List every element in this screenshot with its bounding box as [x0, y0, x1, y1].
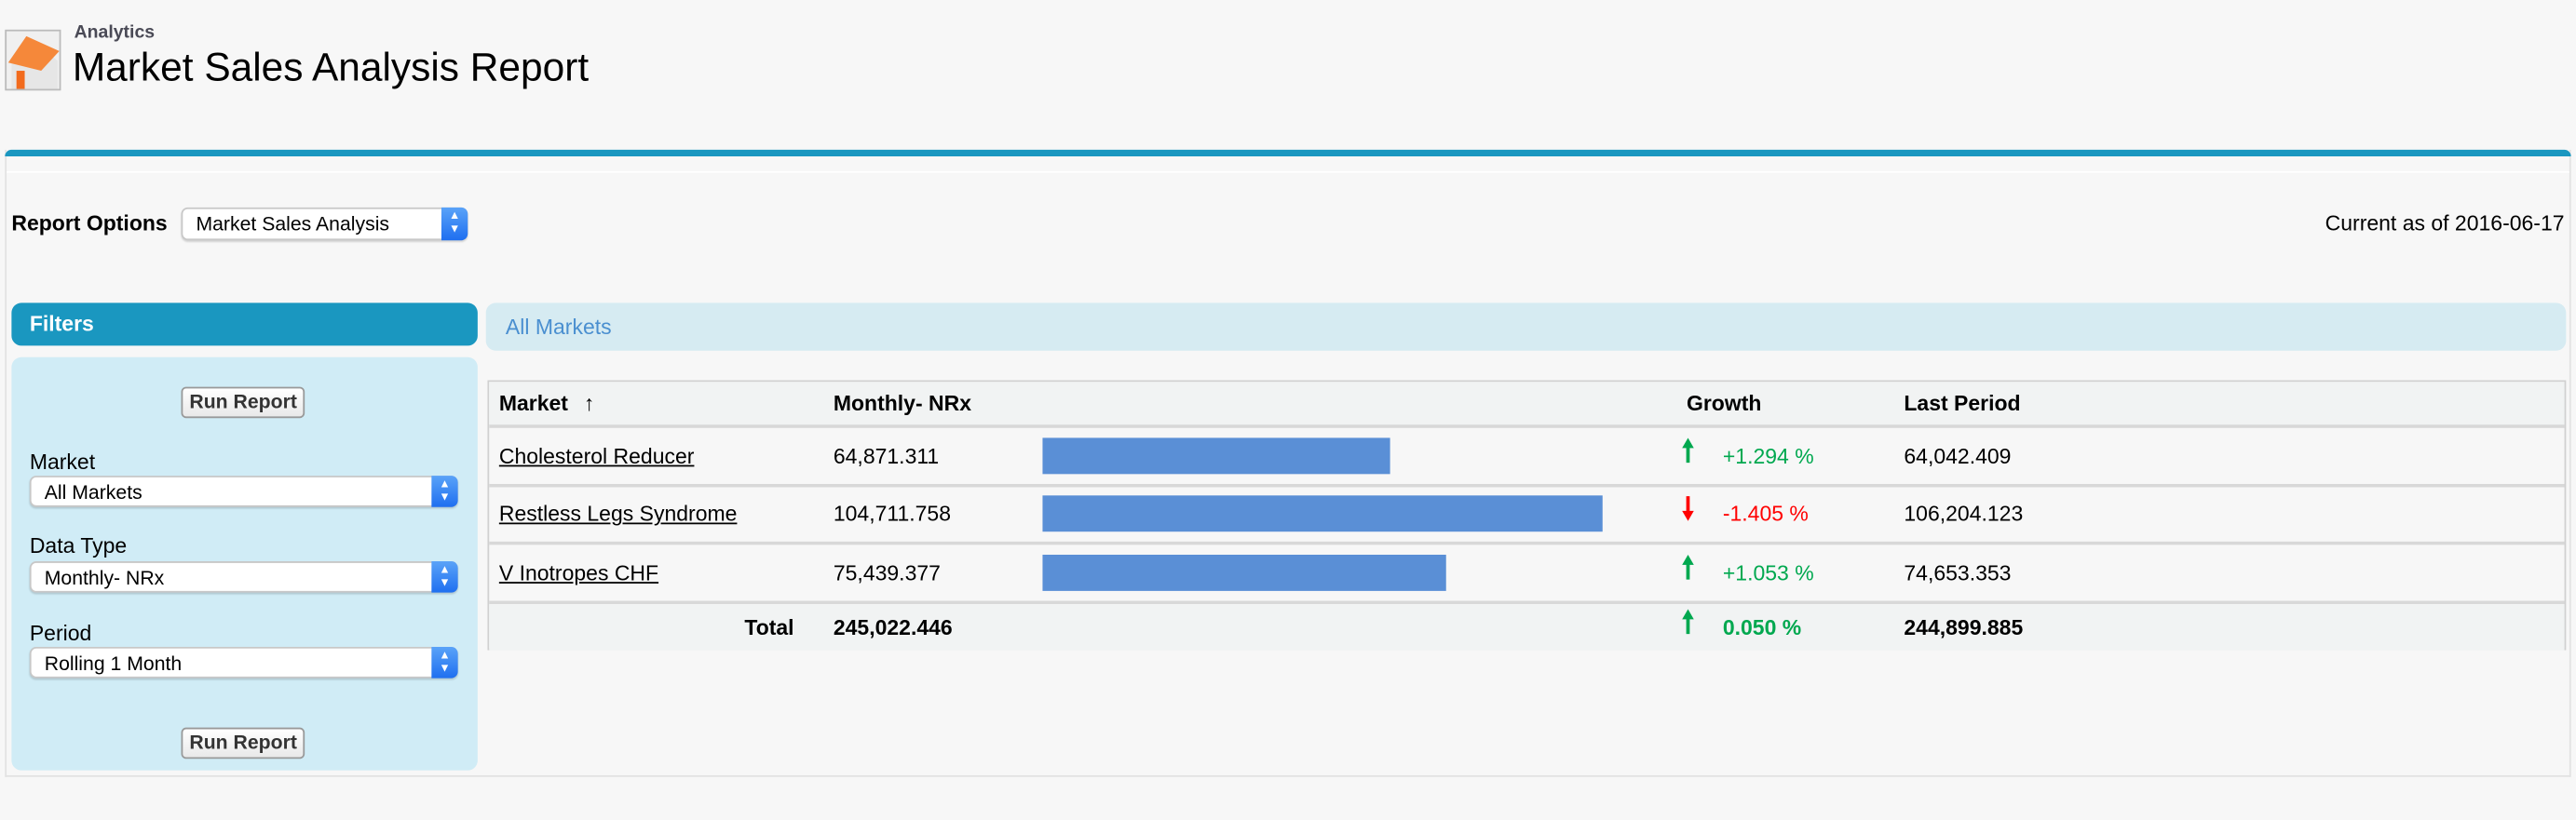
- last-period-value: 74,653.353: [1904, 559, 2012, 585]
- market-label: Market: [29, 449, 96, 475]
- current-as-of: Current as of 2016-06-17: [2325, 210, 2565, 235]
- sort-ascending-icon: ↑: [584, 391, 595, 416]
- last-period-value: 64,042.409: [1904, 443, 2012, 468]
- chevron-updown-icon: ▲ ▼: [431, 561, 458, 593]
- total-row: Total 245,022.446 🠕 0.050 % 244,899.885: [489, 604, 2565, 651]
- market-link[interactable]: Cholesterol Reducer: [498, 443, 695, 468]
- market-link[interactable]: V Inotropes CHF: [498, 559, 659, 585]
- monthly-bar: [1042, 554, 1446, 591]
- report-options-label: Report Options: [11, 210, 168, 235]
- table-row: Cholesterol Reducer 64,871.311 🠕 +1.294 % 64…: [489, 428, 2565, 487]
- chevron-updown-icon: ▲ ▼: [441, 207, 468, 241]
- monthly-bar: [1042, 437, 1390, 474]
- monthly-value: 64,871.311: [833, 443, 940, 468]
- app-label: Analytics: [74, 22, 156, 43]
- column-last-period: Last Period: [1904, 391, 2021, 416]
- data-type-value: Monthly- NRx: [44, 566, 165, 590]
- period-label: Period: [29, 620, 92, 646]
- report-options-value: Market Sales Analysis: [196, 212, 390, 235]
- growth-up-icon: 🠕: [1681, 605, 1695, 639]
- market-select[interactable]: All Markets ▲ ▼: [29, 476, 458, 507]
- column-growth: Growth: [1686, 391, 1762, 416]
- run-report-button-top[interactable]: Run Report: [181, 386, 305, 419]
- market-value: All Markets: [44, 480, 142, 504]
- column-market[interactable]: Market ↑: [499, 391, 595, 416]
- total-label: Total: [744, 614, 794, 640]
- market-link[interactable]: Restless Legs Syndrome: [498, 501, 738, 527]
- period-value: Rolling 1 Month: [44, 652, 183, 676]
- report-options-select[interactable]: Market Sales Analysis ▲ ▼: [181, 207, 468, 241]
- run-report-button-bottom[interactable]: Run Report: [181, 727, 305, 760]
- period-select[interactable]: Rolling 1 Month ▲ ▼: [29, 647, 458, 679]
- growth-down-icon: 🠗: [1681, 492, 1695, 526]
- data-type-label: Data Type: [29, 532, 128, 558]
- table-header: Market ↑ Monthly- NRx Growth Last Period: [489, 382, 2565, 428]
- growth-up-icon: 🠕: [1681, 434, 1695, 467]
- monthly-value: 75,439.377: [833, 559, 941, 585]
- chevron-updown-icon: ▲ ▼: [431, 476, 458, 507]
- growth-value: -1.405 %: [1722, 501, 1809, 527]
- market-table: Market ↑ Monthly- NRx Growth Last Period…: [487, 380, 2567, 651]
- total-last-period: 244,899.885: [1904, 614, 2024, 640]
- column-monthly: Monthly- NRx: [833, 391, 972, 416]
- growth-up-icon: 🠕: [1681, 551, 1695, 585]
- table-row: V Inotropes CHF 75,439.377 🠕 +1.053 % 74,653…: [489, 544, 2565, 604]
- growth-value: +1.053 %: [1722, 559, 1814, 585]
- accent-divider: [5, 149, 2571, 157]
- monthly-value: 104,711.758: [833, 501, 952, 527]
- filters-header: Filters: [11, 302, 478, 346]
- table-row: Restless Legs Syndrome 104,711.758 🠗 -1.405…: [489, 487, 2565, 545]
- divider: [7, 170, 2569, 173]
- section-header: All Markets: [485, 302, 2567, 351]
- monthly-bar: [1042, 495, 1603, 532]
- data-type-select[interactable]: Monthly- NRx ▲ ▼: [29, 561, 458, 593]
- home-icon: [5, 29, 61, 91]
- total-growth: 0.050 %: [1722, 614, 1802, 640]
- chevron-updown-icon: ▲ ▼: [431, 647, 458, 679]
- growth-value: +1.294 %: [1722, 443, 1814, 468]
- column-market-label: Market: [498, 391, 568, 416]
- total-monthly: 245,022.446: [833, 614, 953, 640]
- page-title: Market Sales Analysis Report: [72, 46, 590, 91]
- last-period-value: 106,204.123: [1904, 501, 2024, 527]
